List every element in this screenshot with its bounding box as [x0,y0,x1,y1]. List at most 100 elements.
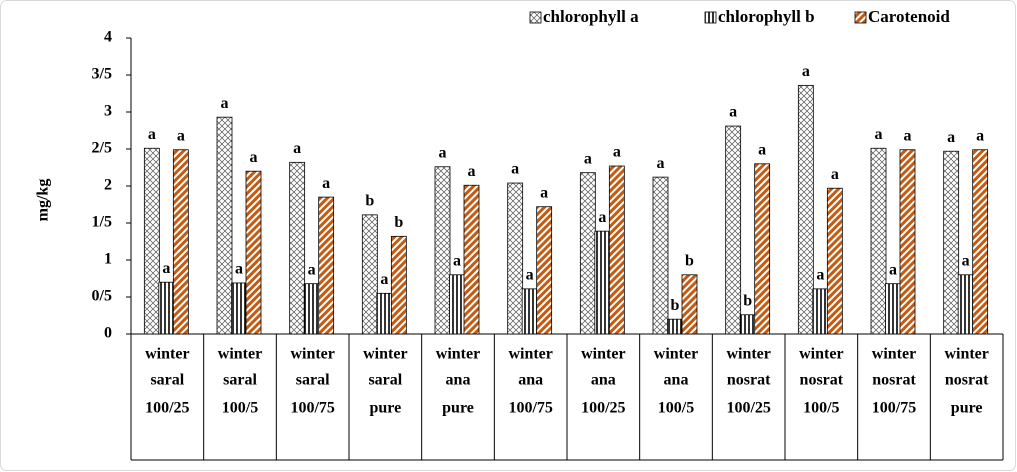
bar [521,288,538,335]
bar [376,292,393,335]
y-tick-label: 0/5 [92,288,112,305]
bar [594,230,611,335]
data-label: a [816,267,824,284]
y-tick-label: 2/5 [92,140,112,157]
data-label: a [526,267,534,284]
data-label: b [365,193,374,210]
bar [434,166,451,335]
data-label: a [308,261,316,278]
data-label: a [439,144,447,161]
data-label: a [540,184,548,201]
bar [826,187,843,335]
x-tick-label: winter [799,346,843,363]
x-tick-label: winter [218,346,262,363]
x-tick-label: ana [591,372,616,389]
data-label: a [598,209,606,226]
bar [303,283,320,335]
bar [536,206,553,335]
data-label: b [685,252,694,269]
x-tick-label: winter [944,346,988,363]
data-label: a [380,271,388,288]
data-label: a [250,149,258,166]
data-label: a [947,129,955,146]
data-label: a [322,175,330,192]
x-tick-label: winter [581,346,625,363]
bar [667,318,683,335]
x-tick-label: saral [368,372,402,389]
data-label: a [221,95,229,112]
data-label: b [394,214,403,231]
x-tick-label: 100/75 [508,400,552,417]
bar [143,147,160,335]
legend-swatch [529,11,542,24]
y-tick-label: 1 [104,251,112,268]
x-tick-label: winter [508,346,552,363]
bar [231,282,247,335]
data-label: a [162,260,170,277]
bar [725,125,742,335]
bar [245,170,262,335]
x-tick-label: winter [654,346,698,363]
data-label: a [758,141,766,158]
bar [885,283,901,335]
x-tick-label: winter [363,346,407,363]
bar [463,184,480,335]
x-tick-label: 100/75 [290,400,334,417]
data-label: a [584,150,592,167]
x-tick-label: nosrat [800,372,844,389]
bar [172,149,189,335]
data-label: a [235,261,243,278]
x-tick-label: 100/25 [145,400,189,417]
bar [754,163,771,335]
data-label: a [657,155,665,172]
data-label: a [802,63,810,80]
data-label: a [511,161,519,178]
y-tick-label: 2 [104,177,112,194]
x-tick-label: winter [872,346,916,363]
data-label: a [889,261,897,278]
bar [216,116,233,335]
data-label: a [962,252,970,269]
x-tick-label: 100/25 [581,400,625,417]
x-tick-label: nosrat [727,372,771,389]
bar [158,281,175,335]
bar [390,235,407,335]
x-tick-label: saral [296,372,330,389]
data-label: b [743,292,752,309]
bar [681,274,698,335]
x-tick-label: pure [951,400,983,417]
data-label: a [729,104,737,121]
x-tick-label: nosrat [945,372,989,389]
x-tick-label: winter [145,346,189,363]
bar [739,314,756,335]
x-tick-label: 100/5 [658,400,694,417]
bar [652,176,669,335]
x-tick-label: winter [726,346,770,363]
data-label: a [976,127,984,144]
x-tick-label: winter [290,346,334,363]
y-tick-label: 1/5 [92,214,112,231]
data-label: a [468,163,476,180]
y-tick-label: 0 [104,325,112,342]
y-tick-label: 3 [104,103,112,120]
bar [797,84,814,335]
x-tick-label: ana [446,372,471,389]
data-label: a [148,126,156,143]
x-tick-label: 100/25 [726,400,770,417]
x-tick-label: saral [150,372,184,389]
x-tick-label: pure [369,400,401,417]
legend-label: Carotenoid [868,7,950,26]
data-label: b [671,297,680,314]
legend-swatch [854,11,867,24]
bar [449,274,465,335]
y-tick-label: 3/5 [92,66,112,83]
y-axis-label: mg/kg [35,179,52,222]
bar [318,196,335,335]
legend-label: chlorophyll a [543,7,639,26]
bar [608,165,625,335]
legend-label: chlorophyll b [718,7,815,26]
data-label: a [875,126,883,143]
x-tick-label: saral [223,372,257,389]
